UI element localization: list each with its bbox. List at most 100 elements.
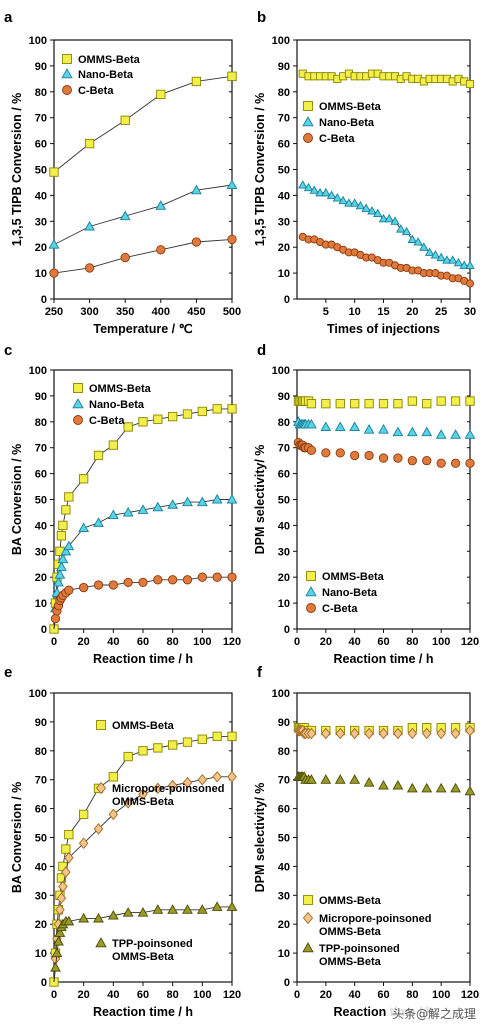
y-tick-label: 80 <box>35 417 47 429</box>
data-point <box>78 522 90 533</box>
y-tick-label: 10 <box>278 598 290 610</box>
series-triangle <box>48 179 238 249</box>
legend-label: OMMS-Beta <box>78 54 141 66</box>
legend-label: Nano-Beta <box>319 117 375 129</box>
data-point <box>78 837 89 850</box>
data-point <box>465 724 475 737</box>
series-diamond <box>293 724 475 740</box>
data-point <box>332 193 343 202</box>
data-point <box>197 773 208 786</box>
x-tick-label: 60 <box>377 636 389 648</box>
x-tick-label: 0 <box>294 989 300 1001</box>
y-tick-label: 20 <box>35 572 47 584</box>
series-square <box>49 71 237 177</box>
data-point <box>182 409 193 419</box>
data-point <box>421 727 432 740</box>
data-point <box>64 829 74 840</box>
x-tick-label: 80 <box>406 989 418 1001</box>
y-tick-label: 40 <box>35 190 47 202</box>
data-point <box>212 572 222 582</box>
y-tick-label: 0 <box>41 624 47 636</box>
data-point <box>152 501 164 512</box>
data-point <box>396 224 406 233</box>
x-tick-label: 0 <box>294 636 300 648</box>
data-point <box>156 89 166 100</box>
x-axis-label: Times of injections <box>327 322 440 336</box>
series-line <box>53 408 232 630</box>
data-point <box>459 260 469 269</box>
data-point <box>442 255 452 264</box>
data-point <box>63 540 75 551</box>
data-point <box>465 260 475 269</box>
y-tick-label: 100 <box>272 688 290 700</box>
x-tick-label: 0 <box>51 989 57 1001</box>
data-point <box>182 575 193 585</box>
y-tick-label: 50 <box>35 165 47 177</box>
legend-marker <box>303 101 313 111</box>
y-tick-label: 100 <box>272 35 290 47</box>
data-point <box>227 731 237 742</box>
data-point <box>107 509 119 520</box>
data-point <box>430 250 441 259</box>
series-circle <box>293 437 475 468</box>
x-tick-label: 120 <box>461 989 479 1001</box>
y-tick-label: 60 <box>35 139 47 151</box>
data-point <box>349 727 360 740</box>
data-point <box>197 734 207 744</box>
data-point <box>465 279 475 288</box>
data-point <box>392 426 404 437</box>
legend-label: C-Beta <box>322 603 358 615</box>
data-point <box>378 779 389 790</box>
x-tick-label: 60 <box>137 636 149 648</box>
series-triangle <box>298 180 475 269</box>
data-point <box>53 936 64 946</box>
y-tick-label: 100 <box>29 688 47 700</box>
y-tick-label: 30 <box>35 546 47 558</box>
data-point <box>321 187 331 197</box>
legend-marker <box>73 383 83 393</box>
data-point <box>122 506 134 517</box>
y-tick-label: 50 <box>278 833 290 845</box>
data-point <box>138 577 148 588</box>
data-point <box>227 71 237 81</box>
data-point <box>303 182 314 192</box>
data-point <box>227 771 237 783</box>
legend-marker <box>306 603 316 613</box>
data-point <box>50 962 61 972</box>
y-tick-label: 100 <box>29 365 47 377</box>
data-point <box>120 252 130 263</box>
data-point <box>211 493 223 504</box>
y-tick-label: 50 <box>278 495 290 507</box>
y-tick-label: 10 <box>35 598 47 610</box>
data-point <box>54 569 66 579</box>
data-point <box>309 185 320 194</box>
data-point <box>197 572 207 582</box>
data-point <box>63 915 75 926</box>
data-point <box>191 76 202 87</box>
data-point <box>306 445 317 455</box>
y-tick-label: 80 <box>278 746 290 758</box>
x-tick-label: 20 <box>78 636 90 648</box>
y-tick-label: 70 <box>35 443 47 455</box>
data-point <box>138 788 148 800</box>
data-point <box>421 426 433 437</box>
data-point <box>156 245 166 255</box>
legend-marker <box>72 398 84 409</box>
data-point <box>182 776 193 789</box>
data-point <box>350 399 360 409</box>
panel-letter: f <box>257 664 263 681</box>
x-tick-label: 60 <box>137 989 149 1001</box>
data-point <box>450 429 461 439</box>
data-point <box>60 545 72 556</box>
data-point <box>326 190 337 199</box>
chart-panel-d: d 0 10 20 30 40 50 60 70 80 90 100 0 20 40 60 80 100 120 Re… <box>253 342 479 666</box>
x-tick-label: 40 <box>349 989 361 1001</box>
data-point <box>108 580 118 590</box>
y-tick-label: 70 <box>278 775 290 787</box>
data-point <box>79 582 89 593</box>
data-point <box>61 866 71 878</box>
data-point <box>436 727 446 740</box>
data-point <box>226 179 238 190</box>
y-tick-label: 80 <box>278 87 290 99</box>
